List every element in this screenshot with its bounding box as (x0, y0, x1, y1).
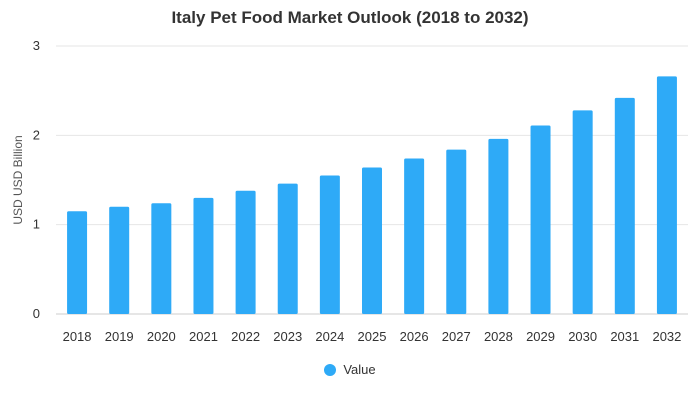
bar-2025 (362, 167, 382, 314)
x-tick-label: 2031 (610, 329, 639, 344)
bar-2029 (530, 125, 551, 314)
x-tick-label: 2024 (315, 329, 344, 344)
y-axis-title: USD USD Billion (11, 135, 25, 224)
bar-2031 (614, 97, 635, 315)
y-tick-label: 0 (33, 306, 40, 321)
y-axis-ticks: 0 1 2 3 (33, 38, 40, 321)
bar-2023 (277, 183, 298, 314)
bar-2019 (109, 206, 130, 314)
chart-title: Italy Pet Food Market Outlook (2018 to 2… (171, 8, 529, 27)
x-tick-label: 2028 (484, 329, 513, 344)
x-tick-label: 2032 (652, 329, 681, 344)
x-tick-label: 2027 (442, 329, 471, 344)
bar-2030 (572, 110, 593, 314)
bar-2021 (193, 197, 214, 314)
bar-2026 (404, 158, 425, 314)
bar-2027 (446, 149, 467, 314)
x-tick-label: 2021 (189, 329, 218, 344)
x-tick-label: 2018 (63, 329, 92, 344)
legend-label: Value (343, 362, 376, 377)
x-tick-label: 2029 (526, 329, 555, 344)
bar-2018 (67, 211, 88, 314)
y-tick-label: 2 (33, 127, 40, 142)
x-tick-label: 2030 (568, 329, 597, 344)
legend: Value (0, 362, 700, 377)
x-tick-label: 2025 (358, 329, 387, 344)
x-tick-label: 2026 (400, 329, 429, 344)
bar-2024 (319, 175, 340, 314)
x-tick-label: 2023 (273, 329, 302, 344)
x-tick-label: 2022 (231, 329, 260, 344)
x-tick-label: 2020 (147, 329, 176, 344)
legend-marker (324, 363, 337, 376)
x-tick-label: 2019 (105, 329, 134, 344)
x-axis-ticks: 2018 2019 2020 2021 2022 2023 2024 2025 2026 2027… (63, 329, 682, 344)
bar-2022 (235, 190, 256, 314)
y-tick-label: 3 (33, 38, 40, 53)
bar-2020 (151, 203, 172, 314)
bar-2028 (488, 138, 509, 314)
y-tick-label: 1 (33, 217, 40, 232)
bars (67, 76, 677, 315)
bar-2032 (656, 76, 677, 314)
